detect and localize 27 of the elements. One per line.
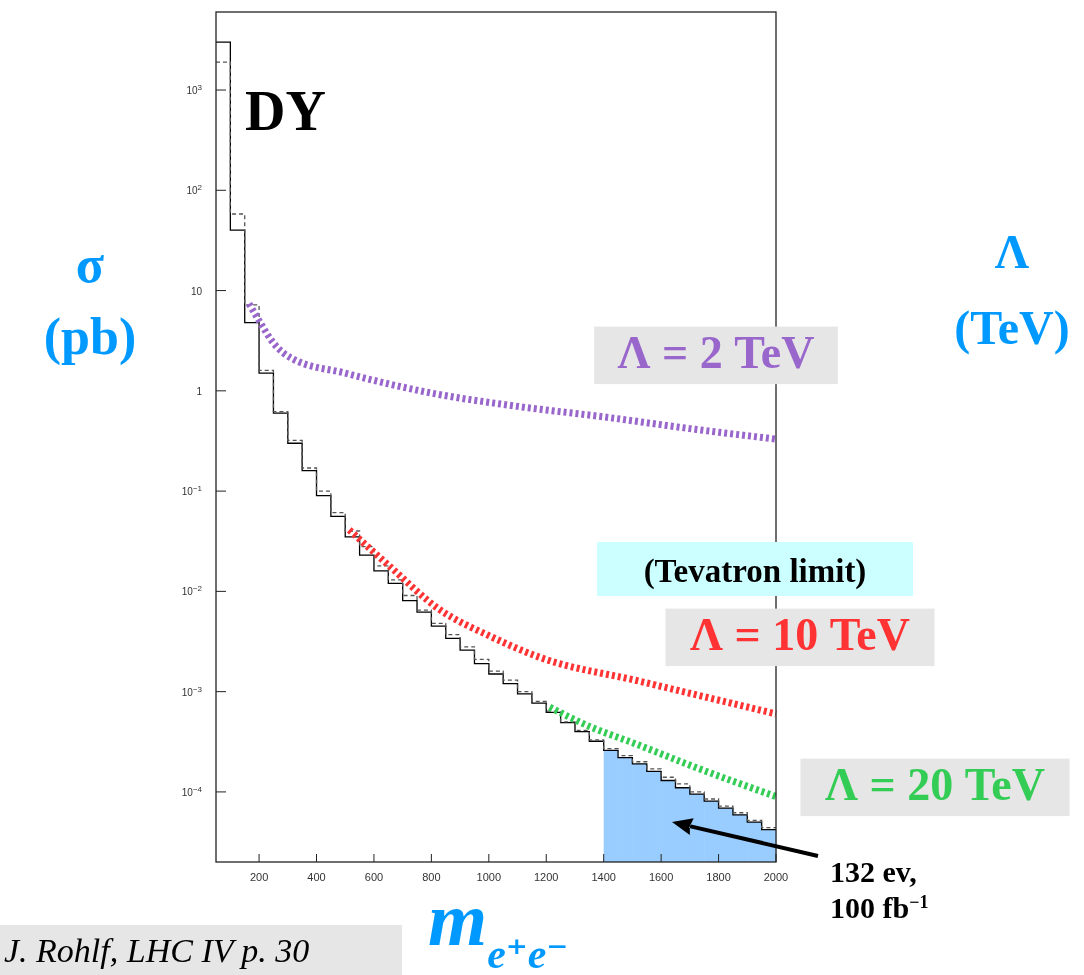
text: J. Rohlf, LHC IV p. 30 <box>4 932 310 969</box>
x-tick-label: 2000 <box>763 871 789 883</box>
annotation: (Tevatron limit) <box>643 553 867 590</box>
x-tick-label: 1600 <box>648 871 674 883</box>
series-label: Λ = 20 TeV <box>825 759 1045 810</box>
y-axis-title: σ (pb) <box>43 236 137 366</box>
series-label: Λ = 10 TeV <box>690 609 910 660</box>
x-tick-label: 600 <box>364 871 384 883</box>
y-tick-label: 10$^{−2}$ <box>181 583 203 598</box>
text: 132 ev, 100 fb$^{−1}$ <box>830 855 929 924</box>
x-tick-label: 400 <box>307 871 326 883</box>
y-tick-label: 10$^{3}$ <box>186 82 203 97</box>
text: Λ (TeV) <box>954 225 1070 355</box>
y-tick-label: 10$^{2}$ <box>186 182 203 197</box>
x-tick-label: 1200 <box>534 871 559 883</box>
x-tick-label: 1800 <box>706 871 731 883</box>
y-tick-label: 10$^{−1}$ <box>181 483 203 498</box>
series-label: DY <box>245 80 326 142</box>
y-tick-label: 1 <box>196 385 203 397</box>
x-tick-label: 200 <box>249 871 269 883</box>
y-tick-label: 10$^{−4}$ <box>181 784 203 798</box>
series-label: Λ = 2 TeV <box>617 327 815 378</box>
x-tick-label: 1400 <box>591 871 616 883</box>
x-tick-label: 1000 <box>476 871 502 883</box>
y-tick-label: 10$^{−3}$ <box>181 684 203 698</box>
y-tick-label: 10 <box>190 285 203 297</box>
x-tick-label: 800 <box>422 871 441 883</box>
